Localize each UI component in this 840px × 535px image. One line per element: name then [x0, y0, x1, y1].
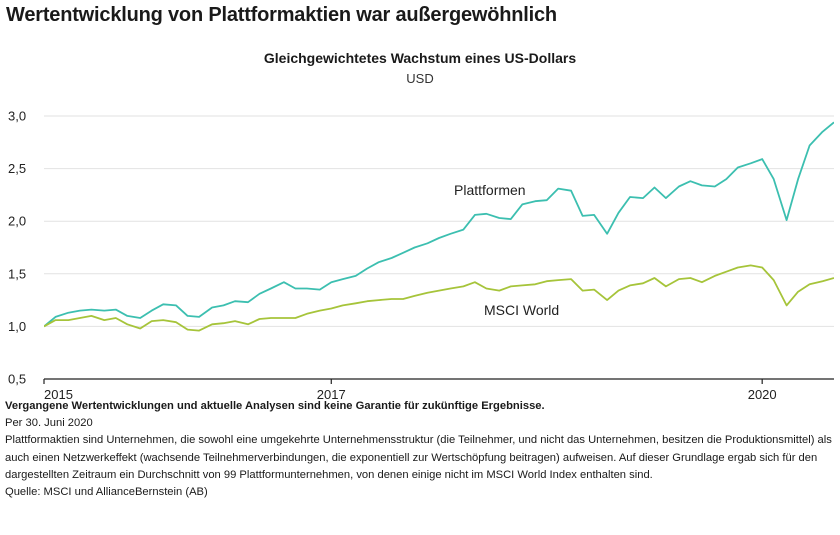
y-tick-label: 2,0 [8, 214, 26, 229]
chart-title: Gleichgewichtetes Wachstum eines US-Doll… [263, 50, 577, 66]
disclaimer: Vergangene Wertentwicklungen und aktuell… [5, 400, 545, 412]
as-of-date: Per 30. Juni 2020 [5, 417, 93, 430]
series-label: MSCI World [484, 302, 559, 318]
series-line-msci-world [44, 264, 834, 332]
y-tick-label: 1,5 [8, 266, 26, 281]
y-tick-label: 0,5 [8, 372, 26, 387]
x-tick-label: 2020 [748, 387, 777, 400]
line-chart: 0,5 1,0 1,5 2,0 2,5 3,0 2015 2017 2020 Plattforme… [8, 109, 834, 400]
y-tick-label: 2,5 [8, 161, 26, 176]
x-tick-label: 2017 [317, 387, 346, 400]
headline: Wertentwicklung von Plattformaktien war … [6, 4, 557, 26]
footnote: Plattformaktien sind Unternehmen, die so… [5, 434, 832, 481]
series-line-plattformen [44, 121, 834, 328]
chart-unit-label: USD [406, 71, 434, 86]
y-tick-label: 1,0 [8, 319, 26, 334]
y-tick-label: 3,0 [8, 109, 26, 124]
x-tick-label: 2015 [44, 387, 73, 400]
source: Quelle: MSCI und AllianceBernstein (AB) [5, 486, 208, 499]
series-label: Plattformen [454, 182, 526, 198]
footer: Vergangene Wertentwicklungen und aktuell… [5, 398, 835, 501]
